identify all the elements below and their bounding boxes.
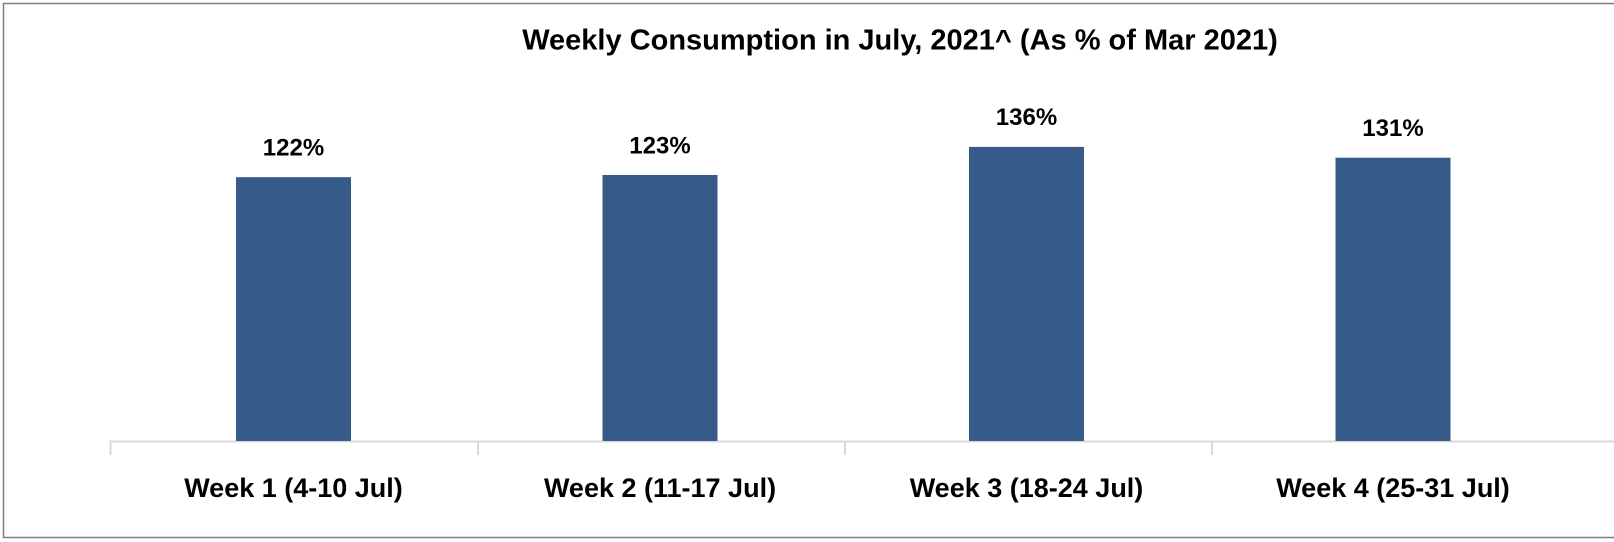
x-tick-label: Week 1 (4-10 Jul) bbox=[184, 473, 403, 503]
bar bbox=[236, 177, 351, 442]
data-label: 123% bbox=[629, 132, 690, 159]
x-tick-label: Week 4 (25-31 Jul) bbox=[1276, 473, 1510, 503]
bar bbox=[602, 175, 718, 441]
data-label: 122% bbox=[263, 135, 324, 162]
data-label: 136% bbox=[996, 104, 1057, 131]
bar bbox=[969, 146, 1084, 441]
chart-title: Weekly Consumption in July, 2021^ (As % … bbox=[522, 25, 1278, 57]
bar bbox=[1335, 157, 1451, 441]
data-label: 131% bbox=[1362, 115, 1423, 142]
x-tick-label: Week 3 (18-24 Jul) bbox=[910, 473, 1144, 503]
x-tick-label: Week 2 (11-17 Jul) bbox=[544, 473, 776, 503]
category-separators bbox=[109, 441, 1213, 455]
